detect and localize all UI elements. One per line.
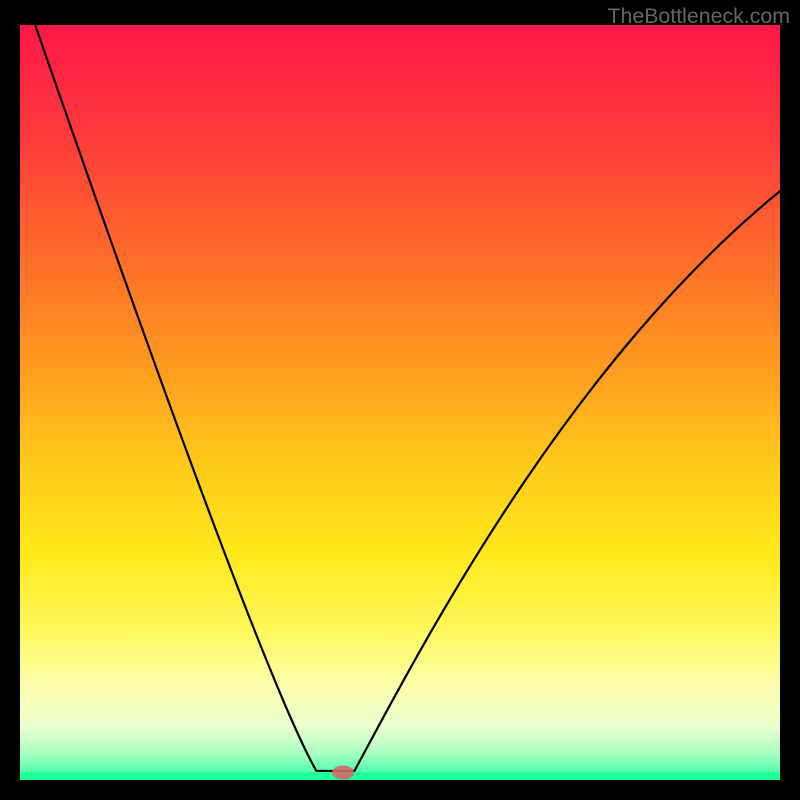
watermark-text: TheBottleneck.com: [607, 4, 790, 29]
bottom-green-band: [20, 772, 780, 780]
bottleneck-chart: [0, 0, 800, 800]
sweet-spot-marker: [332, 765, 354, 779]
plot-background: [20, 25, 780, 780]
